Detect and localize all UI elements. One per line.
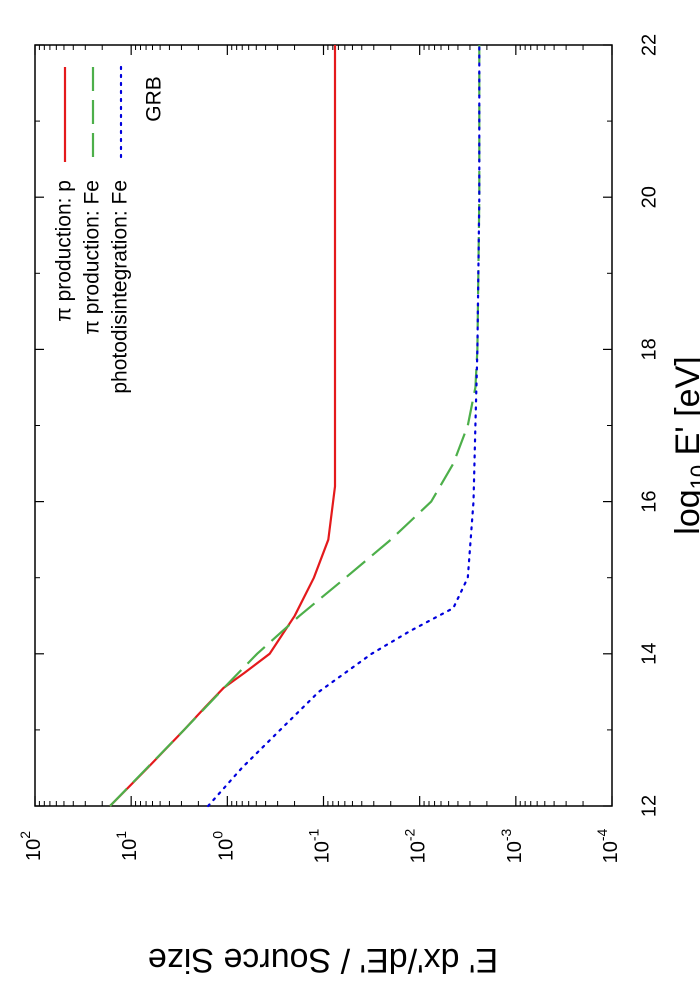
legend-label-1: π production: Fe [81, 180, 104, 335]
y-tick-label-text: 102 [17, 831, 46, 861]
x-tick-label: 20 [638, 186, 660, 208]
y-tick-label-text: 10-2 [401, 828, 430, 863]
axis-labels: GRB log10 E' [eV] E' dx'/dE' / Source Size [143, 76, 700, 979]
y-tick-label: 100 [209, 831, 238, 861]
legend-label-2: photodisintegration: Fe [109, 180, 132, 394]
y-tick-label: 10-1 [305, 828, 334, 863]
chart-title: GRB [143, 76, 166, 122]
series-line-0 [109, 45, 337, 807]
y-tick-label-text: 100 [209, 831, 238, 861]
y-tick-label-text: 10-1 [305, 828, 334, 863]
x-axis-label: log10 E' [eV] [669, 356, 700, 534]
series-layer [109, 43, 481, 808]
y-tick-label: 101 [113, 831, 142, 861]
plot-area [34, 44, 613, 807]
x-tick-label: 16 [638, 490, 660, 512]
x-tick-label: 22 [638, 34, 660, 56]
y-tick-label-text: 10-4 [594, 828, 623, 863]
y-tick-label-text: 101 [113, 831, 142, 861]
y-tick-label-text: 10-3 [498, 828, 527, 863]
series-line-1 [109, 45, 481, 807]
y-tick-label: 10-2 [401, 828, 430, 863]
y-tick-label: 10-4 [594, 828, 623, 863]
x-tick-label: 18 [638, 338, 660, 360]
y-tick-label: 102 [17, 831, 46, 861]
legend-label-0: π production: p [53, 180, 76, 322]
y-axis-label: E' dx'/dE' / Source Size [148, 941, 498, 979]
plot-frame [34, 44, 613, 807]
ticks-layer: 12 14 16 18 20 22 102 101 100 10-1 10-2 10-3 10-4 [17, 34, 661, 863]
series-line-2 [207, 43, 481, 808]
x-tick-label: 12 [638, 795, 660, 817]
x-tick-label: 14 [638, 643, 660, 665]
y-tick-label: 10-3 [498, 828, 527, 863]
